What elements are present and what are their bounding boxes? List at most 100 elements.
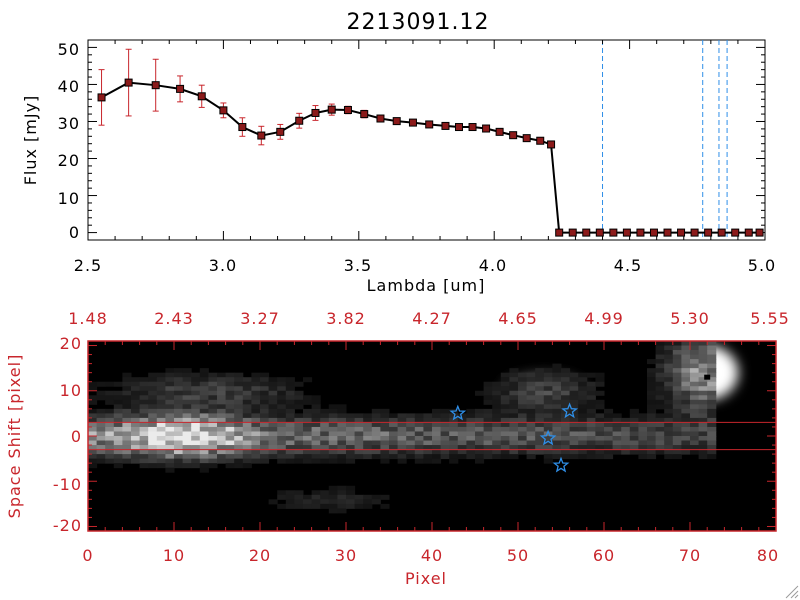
heatmap-cell [423, 449, 433, 455]
heatmap-cell [535, 395, 545, 401]
heatmap-cell [277, 413, 287, 419]
heatmap-cell [440, 413, 450, 419]
heatmap-cell [655, 436, 665, 442]
heatmap-cell [139, 436, 149, 442]
heatmap-cell [148, 463, 158, 469]
heatmap-cell [320, 426, 330, 432]
heatmap-cell [337, 417, 347, 423]
heatmap-cell [535, 449, 545, 455]
heatmap-cell [664, 422, 674, 428]
heatmap-cell [242, 395, 252, 401]
heatmap-cell [199, 408, 209, 414]
heatmap-cell [96, 458, 106, 464]
heatmap-cell [260, 404, 270, 410]
heatmap-cell [277, 431, 287, 437]
data-point [454, 123, 463, 132]
heatmap-cell [690, 417, 700, 423]
heatmap-cell [638, 417, 648, 423]
heatmap-cell [518, 390, 528, 396]
heatmap-cell [303, 431, 313, 437]
heatmap-cell [690, 345, 700, 351]
top-tick-label: 4.65 [498, 309, 538, 328]
heatmap-cell [543, 422, 553, 428]
heatmap-cell [690, 426, 700, 432]
heatmap-cell [655, 345, 665, 351]
data-point [392, 117, 401, 126]
heatmap-cell [88, 436, 98, 442]
heatmap-cell [414, 422, 424, 428]
y-tick-label: 10 [58, 189, 80, 208]
heatmap-cell [681, 359, 691, 365]
heatmap-cell [457, 413, 467, 419]
data-point [595, 228, 604, 237]
heatmap-cell [672, 395, 682, 401]
heatmap-cell [397, 417, 407, 423]
heatmap-cell [311, 445, 321, 451]
heatmap-cell [518, 413, 528, 419]
heatmap-cell [96, 440, 106, 446]
heatmap-cell [423, 417, 433, 423]
data-point [755, 228, 764, 237]
heatmap-cell [285, 436, 295, 442]
heatmap-cell [225, 404, 235, 410]
heatmap-cell [208, 449, 218, 455]
heatmap-cell [96, 395, 106, 401]
heatmap-cell [208, 377, 218, 383]
heatmap-cell [303, 395, 313, 401]
x-tick-label: 4.5 [614, 256, 642, 275]
heatmap-cell [122, 426, 132, 432]
heatmap-cell [475, 458, 485, 464]
heatmap-cell [363, 426, 373, 432]
heatmap-cell [337, 436, 347, 442]
resize-grip-icon[interactable] [785, 585, 799, 599]
data-point [744, 228, 753, 237]
heatmap-cell [707, 440, 717, 446]
heatmap-pixels [88, 341, 717, 514]
heatmap-cell [277, 494, 287, 500]
heatmap-cell [561, 404, 571, 410]
x-tick-label: 80 [757, 546, 779, 565]
heatmap-cell [199, 381, 209, 387]
heatmap-cell [337, 426, 347, 432]
heatmap-cell [690, 341, 700, 347]
heatmap-cell [569, 436, 579, 442]
heatmap-cell [285, 445, 295, 451]
heatmap-cell [380, 413, 390, 419]
heatmap-cell [328, 485, 338, 491]
heatmap-cell [174, 404, 184, 410]
heatmap-cell [698, 449, 708, 455]
heatmap-cell [561, 386, 571, 392]
heatmap-cell [578, 454, 588, 460]
heatmap-cell [414, 431, 424, 437]
heatmap-cell [260, 390, 270, 396]
heatmap-cell [406, 422, 416, 428]
heatmap-cell [354, 431, 364, 437]
heatmap-cell [672, 454, 682, 460]
heatmap-cell [337, 449, 347, 455]
heatmap-cell [199, 404, 209, 410]
star-marker [539, 429, 557, 446]
data-point [690, 228, 699, 237]
heatmap-cell [217, 377, 227, 383]
heatmap-cell [707, 368, 717, 374]
heatmap-cell [174, 458, 184, 464]
heatmap-cell [543, 368, 553, 374]
heatmap-cell [543, 417, 553, 423]
heatmap-cell [664, 440, 674, 446]
heatmap-cell [225, 449, 235, 455]
heatmap-cell [604, 422, 614, 428]
heatmap-cell [552, 390, 562, 396]
heatmap-cell [234, 463, 244, 469]
heatmap-cell [681, 354, 691, 360]
data-point [151, 81, 160, 90]
heatmap-cell [328, 408, 338, 414]
heatmap-cell [552, 431, 562, 437]
heatmap-cell [423, 431, 433, 437]
heatmap-cell [139, 395, 149, 401]
heatmap-cell [285, 399, 295, 405]
data-point [536, 136, 545, 145]
heatmap-cell [647, 449, 657, 455]
heatmap-cell [535, 381, 545, 387]
heatmap-cell [457, 426, 467, 432]
heatmap-cell [664, 395, 674, 401]
